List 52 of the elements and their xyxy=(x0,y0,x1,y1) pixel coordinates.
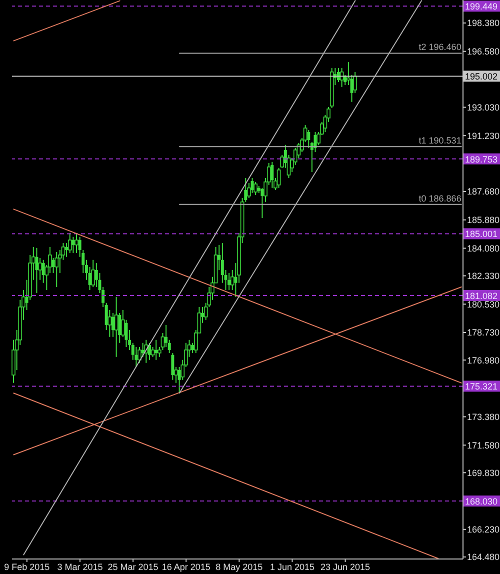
ref-line-label: 181.082 xyxy=(465,290,498,301)
candlestick xyxy=(134,346,138,368)
ref-line-label: 168.030 xyxy=(465,496,498,507)
ref-line-label: 199.449 xyxy=(465,2,498,12)
candlestick xyxy=(54,252,59,288)
x-tick-label: 9 Feb 2015 xyxy=(4,562,50,572)
candlestick xyxy=(138,346,142,364)
candlestick xyxy=(307,129,310,148)
x-tick-label: 3 Mar 2015 xyxy=(57,562,103,572)
y-tick-label: 182.330 xyxy=(467,270,500,281)
x-tick-label: 25 Mar 2015 xyxy=(108,562,158,572)
series-label: t0 186.866 xyxy=(418,193,462,204)
candlestick xyxy=(35,247,38,294)
y-tick-label: 178.730 xyxy=(467,328,500,338)
y-tick-label: 169.830 xyxy=(467,468,500,478)
candlestick xyxy=(65,242,68,258)
y-tick-label: 171.580 xyxy=(467,440,500,450)
y-tick-label: 166.230 xyxy=(467,524,500,535)
ref-line-label: 175.321 xyxy=(465,382,498,392)
x-tick-label: 1 Jun 2015 xyxy=(270,562,314,572)
y-tick-label: 184.080 xyxy=(467,243,500,254)
y-tick-label: 176.980 xyxy=(467,355,500,366)
ref-line-label: 195.002 xyxy=(465,72,498,82)
y-tick-label: 196.580 xyxy=(467,46,500,57)
x-tick-label: 16 Apr 2015 xyxy=(162,562,210,572)
candlestick xyxy=(114,296,118,358)
series-label: t2 196.460 xyxy=(418,42,462,52)
y-tick-label: 173.380 xyxy=(467,412,500,422)
candlestick xyxy=(270,161,274,188)
ref-line-label: 185.001 xyxy=(465,229,498,240)
candlestick xyxy=(228,272,231,290)
candlestick xyxy=(154,339,158,360)
candlestick xyxy=(276,167,281,188)
candlestick xyxy=(111,312,114,338)
x-tick-label: 8 May 2015 xyxy=(216,562,263,572)
x-tick-label: 23 Jun 2015 xyxy=(320,562,370,572)
y-tick-label: 164.480 xyxy=(467,552,500,562)
y-tick-label: 180.530 xyxy=(467,299,500,310)
candlestick xyxy=(74,232,78,254)
y-tick-label: 185.880 xyxy=(467,215,500,226)
y-tick-label: 193.030 xyxy=(467,102,500,112)
candlestick xyxy=(254,181,258,196)
candlestick xyxy=(91,259,95,288)
candlestick xyxy=(72,236,75,254)
y-tick-label: 187.680 xyxy=(467,186,500,197)
y-tick-label: 198.380 xyxy=(467,18,500,28)
candlestick xyxy=(68,232,72,254)
series-label: t1 190.531 xyxy=(418,136,462,146)
candlestick xyxy=(148,342,151,360)
ref-line-label: 189.753 xyxy=(465,154,498,164)
y-tick-label: 191.230 xyxy=(467,130,500,141)
candlestick xyxy=(171,352,174,380)
